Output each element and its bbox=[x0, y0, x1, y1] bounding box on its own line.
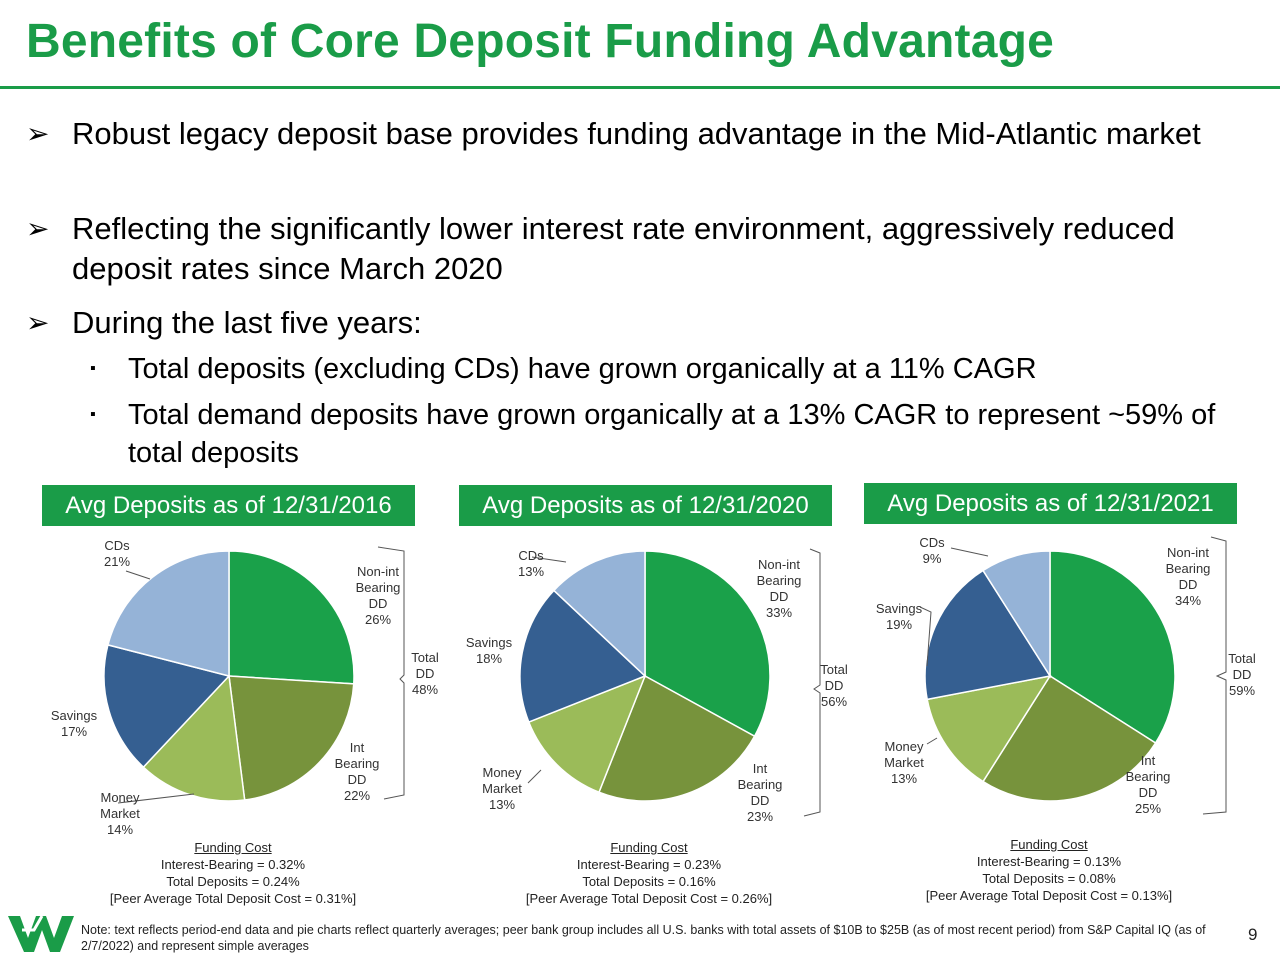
slice-label-mm-2016: Money Market 14% bbox=[100, 790, 140, 837]
pie-slice-int-bearing-dd bbox=[228, 675, 355, 801]
funding-cost-total-deposits: Total Deposits = 0.08% bbox=[982, 871, 1116, 886]
slice-label-savings-2020: Savings 18% bbox=[465, 635, 513, 666]
slice-label-int-2016: Int Bearing DD 22% bbox=[334, 740, 380, 803]
slice-label-int-2020: Int Bearing DD 23% bbox=[737, 761, 783, 824]
leader-line bbox=[919, 606, 932, 667]
chart-title-2016: Avg Deposits as of 12/31/2016 bbox=[42, 485, 415, 526]
arrow-bullet-icon: ➢ bbox=[26, 213, 50, 244]
bullet-text: Reflecting the significantly lower inter… bbox=[72, 211, 1175, 286]
funding-cost-interest-bearing: Interest-Bearing = 0.32% bbox=[160, 857, 306, 872]
funding-cost-2021: Funding Cost Interest-Bearing = 0.13% To… bbox=[884, 836, 1214, 904]
arrow-bullet-icon: ➢ bbox=[26, 118, 50, 149]
funding-cost-peer: [Peer Average Total Deposit Cost = 0.31%… bbox=[109, 891, 357, 906]
funding-cost-2020: Funding Cost Interest-Bearing = 0.23% To… bbox=[484, 839, 814, 907]
funding-cost-total-deposits: Total Deposits = 0.24% bbox=[166, 874, 300, 889]
leader-line bbox=[950, 547, 989, 557]
chart-title-2021: Avg Deposits as of 12/31/2021 bbox=[864, 483, 1237, 524]
company-logo-icon bbox=[8, 915, 74, 952]
total-dd-2020: Total DD 56% bbox=[820, 662, 848, 709]
funding-cost-interest-bearing: Interest-Bearing = 0.13% bbox=[976, 854, 1122, 869]
funding-cost-heading: Funding Cost bbox=[1010, 837, 1088, 852]
leader-line bbox=[803, 548, 821, 817]
page-title: Benefits of Core Deposit Funding Advanta… bbox=[26, 15, 1055, 68]
pie-slice-int-bearing-dd bbox=[981, 674, 1157, 802]
slice-label-cds-2020: CDs 13% bbox=[517, 548, 545, 579]
leader-line bbox=[377, 546, 405, 800]
slice-label-mm-2021: Money Market 13% bbox=[884, 739, 924, 786]
funding-cost-heading: Funding Cost bbox=[194, 840, 272, 855]
funding-cost-2016: Funding Cost Interest-Bearing = 0.32% To… bbox=[68, 839, 398, 907]
funding-cost-peer: [Peer Average Total Deposit Cost = 0.26%… bbox=[525, 891, 773, 906]
page-number: 9 bbox=[1248, 925, 1258, 944]
funding-cost-peer: [Peer Average Total Deposit Cost = 0.13%… bbox=[925, 888, 1173, 903]
pie-slice-cds bbox=[552, 550, 646, 678]
pie-slice-non-int-bearing-dd bbox=[644, 550, 771, 738]
slice-label-non-int-2021: Non-int Bearing DD 34% bbox=[1165, 545, 1211, 608]
funding-cost-heading: Funding Cost bbox=[610, 840, 688, 855]
leader-line bbox=[117, 793, 195, 804]
pie-slice-savings bbox=[924, 569, 1052, 701]
sub-bullet-text: Total deposits (excluding CDs) have grow… bbox=[128, 353, 1037, 385]
pie-slice-cds bbox=[107, 550, 230, 677]
pie-slice-non-int-bearing-dd bbox=[228, 550, 355, 685]
square-bullet-icon: ▪ bbox=[90, 406, 96, 423]
leader-line bbox=[125, 570, 151, 580]
pie-slice-int-bearing-dd bbox=[598, 674, 756, 802]
bullet-text: During the last five years: bbox=[72, 305, 422, 340]
leader-line bbox=[926, 737, 938, 745]
slice-label-savings-2016: Savings 17% bbox=[50, 708, 98, 739]
arrow-bullet-icon: ➢ bbox=[26, 307, 50, 338]
slice-label-cds-2016: CDs 21% bbox=[103, 538, 131, 569]
pie-slice-money-market bbox=[926, 674, 1052, 783]
chart-title-2020: Avg Deposits as of 12/31/2020 bbox=[459, 485, 832, 526]
leader-line bbox=[527, 769, 542, 784]
bullet-text: Robust legacy deposit base provides fund… bbox=[72, 116, 1201, 151]
square-bullet-icon: ▪ bbox=[90, 360, 96, 377]
slice-label-cds-2021: CDs 9% bbox=[919, 535, 945, 566]
pie-slice-savings bbox=[103, 643, 231, 769]
pie-slice-cds bbox=[981, 550, 1051, 679]
funding-cost-total-deposits: Total Deposits = 0.16% bbox=[582, 874, 716, 889]
funding-cost-interest-bearing: Interest-Bearing = 0.23% bbox=[576, 857, 722, 872]
leader-line bbox=[1202, 536, 1227, 815]
total-dd-2016: Total DD 48% bbox=[411, 650, 439, 697]
slice-label-mm-2020: Money Market 13% bbox=[482, 765, 522, 812]
pie-slice-money-market bbox=[527, 674, 647, 794]
slice-label-int-2021: Int Bearing DD 25% bbox=[1125, 753, 1171, 816]
slice-label-non-int-2020: Non-int Bearing DD 33% bbox=[756, 557, 802, 620]
slice-label-non-int-2016: Non-int Bearing DD 26% bbox=[355, 564, 401, 627]
slice-label-savings-2021: Savings 19% bbox=[875, 601, 923, 632]
title-underline bbox=[0, 86, 1280, 89]
pie-slice-savings bbox=[519, 589, 647, 723]
sub-bullet-text: Total demand deposits have grown organic… bbox=[128, 399, 1216, 469]
footnote: Note: text reflects period-end data and … bbox=[81, 923, 1206, 953]
leader-line bbox=[531, 556, 567, 563]
total-dd-2021: Total DD 59% bbox=[1228, 651, 1256, 698]
